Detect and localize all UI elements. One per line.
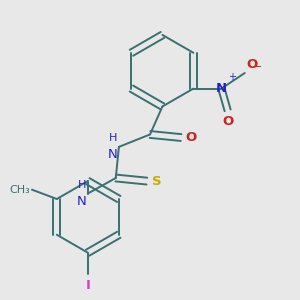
Text: O: O — [186, 131, 197, 144]
Text: H: H — [78, 180, 86, 190]
Text: N: N — [108, 148, 117, 161]
Text: I: I — [85, 279, 90, 292]
Text: N: N — [216, 82, 227, 95]
Text: H: H — [109, 133, 117, 143]
Text: O: O — [222, 115, 233, 128]
Text: +: + — [228, 72, 236, 82]
Text: N: N — [76, 195, 86, 208]
Text: O: O — [246, 58, 257, 71]
Text: CH₃: CH₃ — [10, 185, 30, 195]
Text: −: − — [253, 62, 262, 72]
Text: S: S — [152, 175, 161, 188]
